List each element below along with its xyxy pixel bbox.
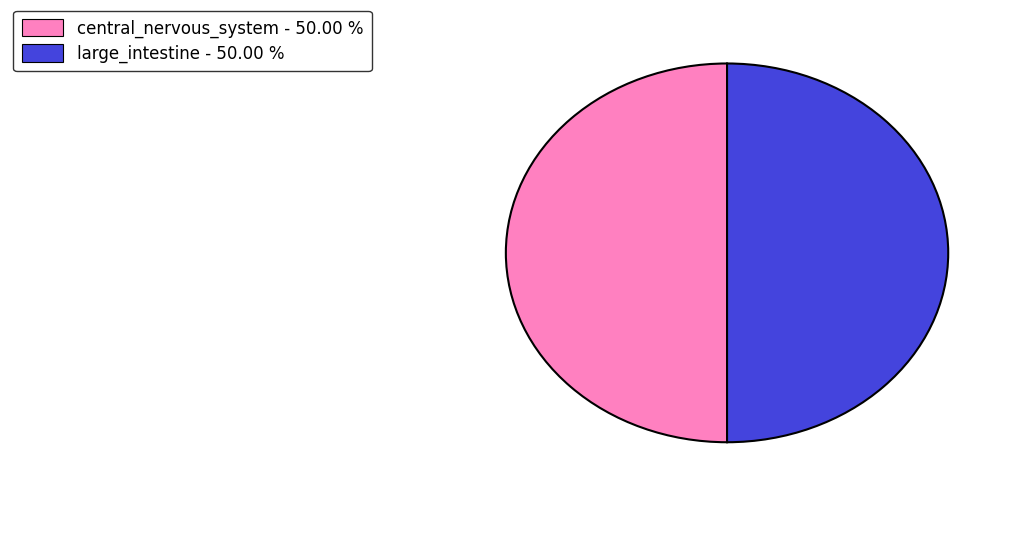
Wedge shape [727, 63, 948, 442]
Legend: central_nervous_system - 50.00 %, large_intestine - 50.00 %: central_nervous_system - 50.00 %, large_… [13, 11, 372, 71]
Wedge shape [506, 63, 727, 442]
